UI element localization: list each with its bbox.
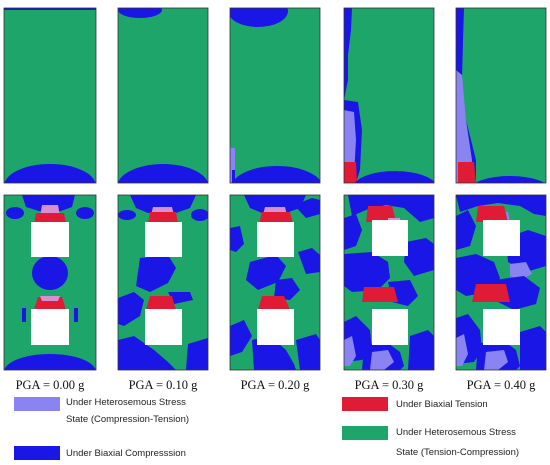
pga-label-0-30: PGA = 0.30 g xyxy=(354,378,424,392)
legend-swatch-red xyxy=(342,397,388,411)
legend-label-biaxial-tension: Under Biaxial Tension xyxy=(396,399,488,410)
bottom-panel-pga-0-40 xyxy=(456,195,546,370)
top-panel-pga-0-00 xyxy=(4,8,96,183)
bottom-panel-pga-0-30 xyxy=(344,195,434,370)
legend-label-heterosemous-tension-compression: Under Heterosemous Stress State (Tension-… xyxy=(396,427,520,458)
pga-label-0-00: PGA = 0.00 g xyxy=(15,378,85,392)
legend-swatch-green xyxy=(342,426,388,440)
bottom-panel-pga-0-10 xyxy=(118,195,208,370)
pga-label-0-20: PGA = 0.20 g xyxy=(240,378,310,392)
bottom-panel-pga-0-00 xyxy=(4,195,96,370)
legend-label-heterosemous-compression-tension: Under Heterosemous Stress State (Compress… xyxy=(66,397,190,425)
top-panel-pga-0-30 xyxy=(344,8,434,183)
legend-swatch-blue xyxy=(14,446,60,460)
panel-frames xyxy=(3,7,547,371)
legend-label-biaxial-compression: Under Biaxial Compresssion xyxy=(66,448,186,459)
legend-swatch-light-blue xyxy=(14,397,60,411)
top-panel-pga-0-10 xyxy=(118,8,208,183)
bottom-panel-pga-0-20 xyxy=(230,195,320,370)
pga-label-0-40: PGA = 0.40 g xyxy=(466,378,536,392)
top-panel-pga-0-40 xyxy=(456,8,546,183)
top-panel-pga-0-20 xyxy=(230,8,320,183)
pga-label-0-10: PGA = 0.10 g xyxy=(128,378,198,392)
